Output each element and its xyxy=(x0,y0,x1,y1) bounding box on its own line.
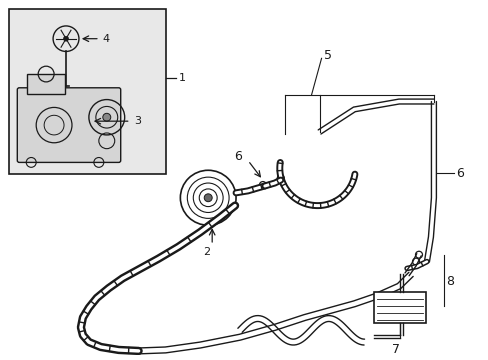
Circle shape xyxy=(204,194,212,202)
Text: 6: 6 xyxy=(455,167,463,180)
FancyBboxPatch shape xyxy=(17,88,121,162)
Bar xyxy=(9,9,166,174)
Text: 7: 7 xyxy=(391,343,399,356)
Circle shape xyxy=(63,36,68,41)
Text: 3: 3 xyxy=(134,116,142,126)
Text: 6: 6 xyxy=(234,150,242,163)
Text: 4: 4 xyxy=(102,34,110,44)
Circle shape xyxy=(102,113,111,121)
Bar xyxy=(27,74,65,94)
Text: 1: 1 xyxy=(178,73,185,83)
Bar xyxy=(373,292,425,323)
Text: 2: 2 xyxy=(202,247,209,257)
Text: 8: 8 xyxy=(445,275,453,288)
Text: 5: 5 xyxy=(323,49,331,62)
